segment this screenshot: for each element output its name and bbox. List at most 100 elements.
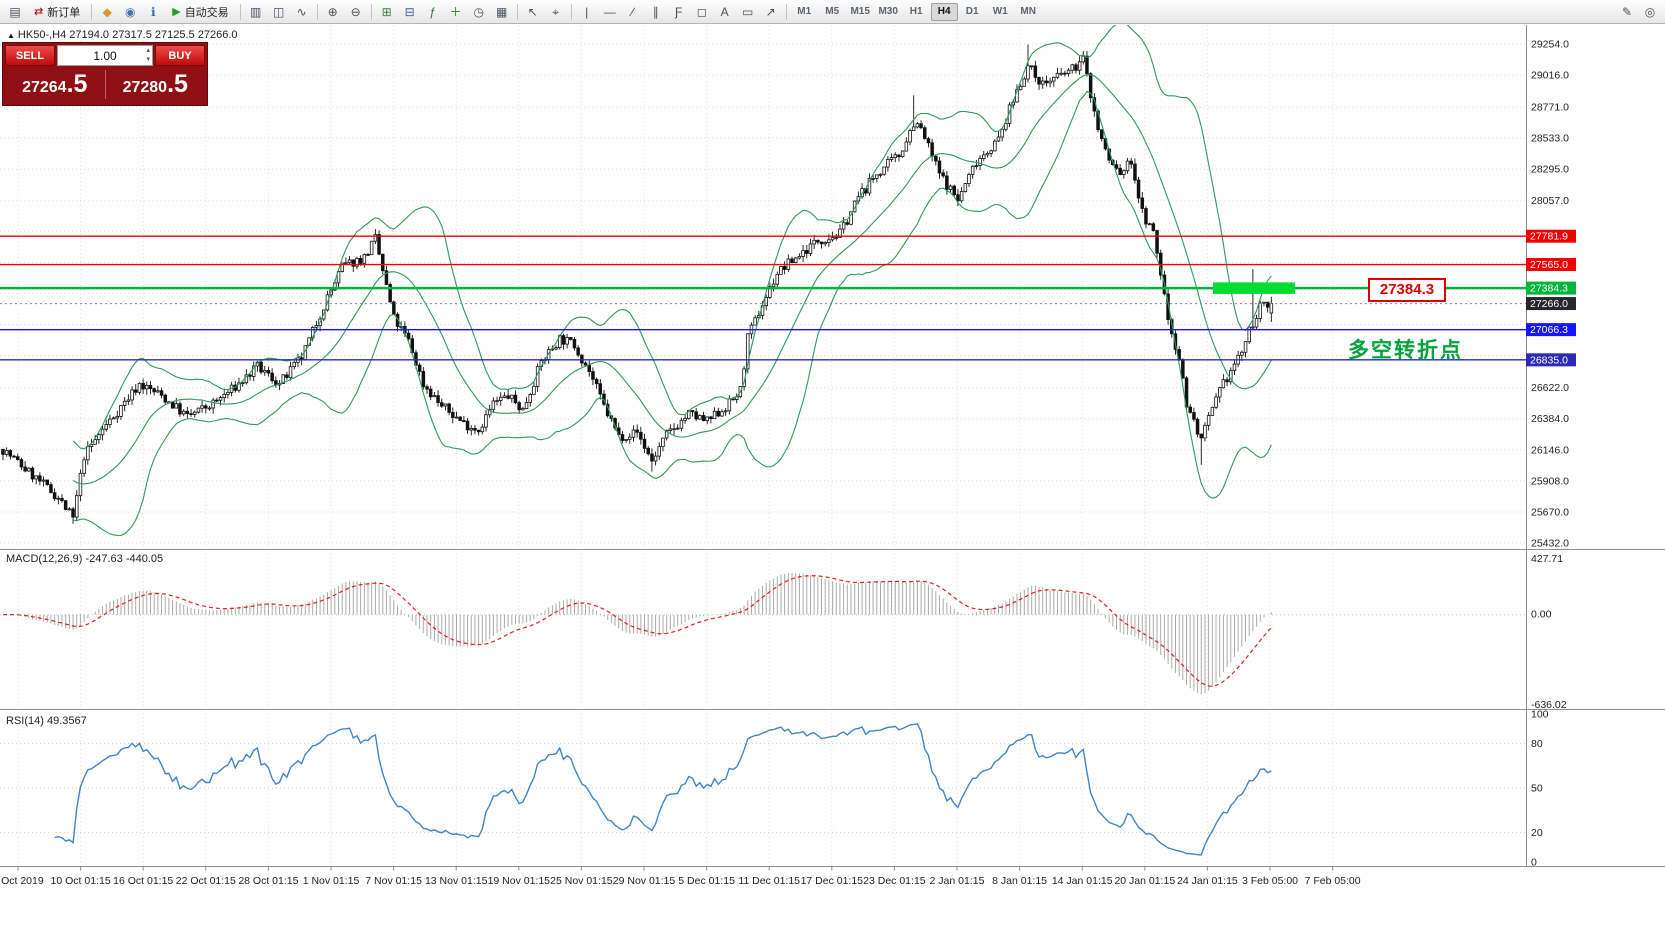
candlestick-chart-icon[interactable]: ◫ bbox=[268, 2, 290, 22]
add-indicator-icon[interactable]: ＋ bbox=[445, 2, 467, 22]
candle-body bbox=[1059, 72, 1063, 75]
candle-body bbox=[904, 141, 909, 152]
symbol-marker-icon: ▲ bbox=[7, 31, 15, 40]
fibonacci-icon[interactable]: Ƒ bbox=[668, 2, 690, 22]
timeframe-h1[interactable]: H1 bbox=[903, 3, 930, 21]
favorites-icon[interactable]: ◆ bbox=[96, 2, 118, 22]
vertical-line-icon[interactable]: | bbox=[576, 2, 598, 22]
candle-body bbox=[285, 374, 289, 378]
autotrading-button[interactable]: ▶ 自动交易 bbox=[165, 2, 235, 22]
timeframe-mn[interactable]: MN bbox=[1015, 3, 1042, 21]
candle-body bbox=[926, 138, 931, 144]
candle-body bbox=[941, 172, 945, 177]
candle-body bbox=[200, 405, 204, 409]
candle-body bbox=[841, 222, 846, 230]
chart-area[interactable]: 29254.0 29016.0 28771.0 28533.0 28295.0 28057… bbox=[0, 24, 1665, 949]
svg-text:-636.02: -636.02 bbox=[1531, 699, 1567, 711]
candle-body bbox=[1055, 72, 1060, 78]
candle-body bbox=[838, 228, 842, 238]
toolbar-separator bbox=[91, 3, 93, 20]
candle-body bbox=[650, 453, 654, 462]
candle-body bbox=[432, 395, 437, 398]
candle-body bbox=[207, 407, 212, 410]
svg-text:23 Dec 01:15: 23 Dec 01:15 bbox=[863, 875, 926, 887]
candle-body bbox=[266, 369, 271, 374]
svg-text:1 Nov 01:15: 1 Nov 01:15 bbox=[303, 875, 360, 887]
text-icon[interactable]: A bbox=[714, 2, 736, 22]
svg-text:29 Nov 01:15: 29 Nov 01:15 bbox=[613, 875, 676, 887]
period-icon[interactable]: ◷ bbox=[468, 2, 490, 22]
candle-body bbox=[1018, 85, 1023, 91]
candles-layer bbox=[1, 44, 1274, 524]
candle-body bbox=[779, 266, 783, 275]
trendline-icon[interactable]: ∕ bbox=[622, 2, 644, 22]
sell-button[interactable]: SELL bbox=[5, 45, 55, 66]
timeframe-m5[interactable]: M5 bbox=[819, 3, 846, 21]
candle-body bbox=[192, 411, 197, 415]
timeframe-h4[interactable]: H4 bbox=[930, 2, 958, 21]
svg-text:0: 0 bbox=[1531, 857, 1537, 869]
help-icon[interactable]: ℹ bbox=[142, 2, 164, 22]
pencil-icon[interactable]: ✎ bbox=[1616, 2, 1638, 22]
cursor-icon[interactable]: ↖ bbox=[522, 2, 544, 22]
buy-price[interactable]: 27280.5 bbox=[104, 70, 206, 99]
timeframe-d1[interactable]: D1 bbox=[959, 3, 986, 21]
shapes-icon[interactable]: ◻ bbox=[691, 2, 713, 22]
candle-body bbox=[661, 437, 665, 448]
chart-shift-icon[interactable]: ⊟ bbox=[399, 2, 421, 22]
highlight-rectangle[interactable] bbox=[1213, 282, 1295, 294]
svg-text:13 Nov 01:15: 13 Nov 01:15 bbox=[425, 875, 488, 887]
indicators-icon[interactable]: ƒ bbox=[422, 2, 444, 22]
zoom-out-icon[interactable]: ⊖ bbox=[345, 2, 367, 22]
buy-button[interactable]: BUY bbox=[155, 45, 205, 66]
price-tag-annotation[interactable]: 27384.3 bbox=[1368, 278, 1446, 302]
candle-body bbox=[583, 362, 588, 366]
toolbar-separator bbox=[316, 3, 318, 20]
autotrading-play-icon: ▶ bbox=[172, 6, 181, 18]
search-icon[interactable]: ◎ bbox=[1639, 2, 1661, 22]
turning-point-annotation[interactable]: 多空转折点 bbox=[1348, 339, 1463, 362]
tile-windows-icon[interactable]: ⊞ bbox=[376, 2, 398, 22]
candle-body bbox=[458, 416, 462, 421]
candle-body bbox=[487, 408, 492, 416]
zoom-in-icon[interactable]: ⊕ bbox=[322, 2, 344, 22]
line-chart-icon[interactable]: ∿ bbox=[291, 2, 313, 22]
candle-body bbox=[554, 347, 558, 350]
bar-chart-icon[interactable]: ▥ bbox=[245, 2, 267, 22]
crosshair-icon[interactable]: ⌖ bbox=[545, 2, 567, 22]
horizontal-lines[interactable] bbox=[0, 235, 1526, 361]
horizontal-line-icon[interactable]: — bbox=[599, 2, 621, 22]
candle-body bbox=[203, 405, 208, 409]
arrows-icon[interactable]: ↗ bbox=[760, 2, 782, 22]
candle-body bbox=[89, 443, 94, 447]
candle-body bbox=[141, 382, 145, 390]
candle-body bbox=[893, 154, 898, 158]
templates-icon[interactable]: ▦ bbox=[491, 2, 513, 22]
candle-body bbox=[52, 492, 57, 500]
timeframe-m30[interactable]: M30 bbox=[875, 3, 902, 21]
new-chart-icon[interactable]: ▤ bbox=[4, 2, 26, 22]
timeframe-m15[interactable]: M15 bbox=[847, 3, 874, 21]
candle-body bbox=[185, 410, 190, 415]
svg-text:7 Feb 05:00: 7 Feb 05:00 bbox=[1305, 875, 1361, 887]
hline-price-label: 26835.0 bbox=[1530, 354, 1568, 366]
candle-body bbox=[170, 401, 175, 409]
timeframe-w1[interactable]: W1 bbox=[987, 3, 1014, 21]
label-icon[interactable]: ▭ bbox=[737, 2, 759, 22]
candle-body bbox=[439, 402, 444, 407]
chart-canvas[interactable]: 29254.0 29016.0 28771.0 28533.0 28295.0 28057… bbox=[0, 24, 1665, 949]
sell-price-pip: .5 bbox=[66, 70, 88, 98]
volume-down-icon[interactable]: ▾ bbox=[146, 56, 150, 63]
market-watch-icon[interactable]: ◉ bbox=[119, 2, 141, 22]
timeframe-m1[interactable]: M1 bbox=[791, 3, 818, 21]
candle-body bbox=[1269, 303, 1274, 314]
volume-up-icon[interactable]: ▴ bbox=[146, 47, 150, 54]
new-order-button[interactable]: ⇄ 新订单 bbox=[27, 2, 87, 22]
channel-icon[interactable]: ∥ bbox=[645, 2, 667, 22]
candle-body bbox=[687, 410, 691, 419]
candle-body bbox=[122, 400, 127, 406]
volume-input[interactable]: 1.00 ▴ ▾ bbox=[57, 45, 153, 66]
sell-price[interactable]: 27264.5 bbox=[5, 70, 105, 99]
candle-body bbox=[421, 370, 426, 388]
